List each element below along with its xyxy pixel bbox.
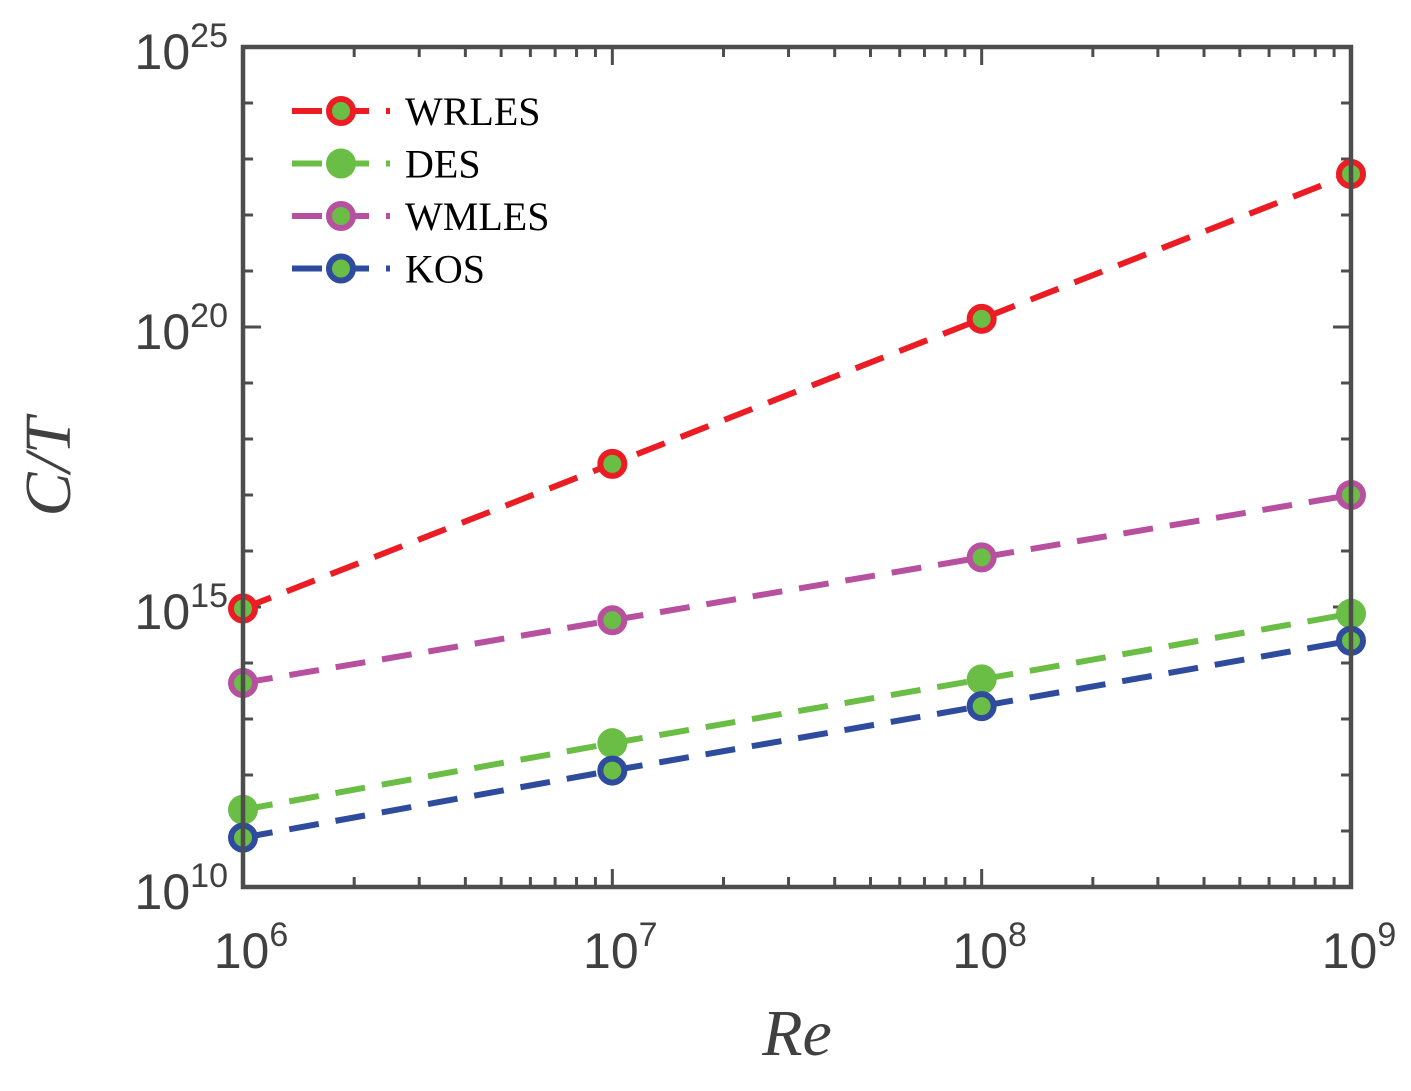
x-tick-label: 108	[952, 916, 1027, 979]
legend-label: KOS	[405, 247, 485, 292]
y-tick-label: 1010	[135, 857, 228, 920]
series-lines	[241, 171, 1353, 841]
legend-marker	[326, 253, 356, 284]
data-point-kos	[966, 691, 997, 722]
data-point-des	[597, 728, 628, 759]
y-tick-label: 1015	[135, 577, 228, 640]
data-point-kos	[597, 755, 628, 786]
x-tick-label: 106	[214, 916, 289, 979]
series-markers	[228, 158, 1366, 853]
data-point-wmles	[966, 542, 997, 573]
plot-frame	[240, 44, 1354, 890]
data-point-wmles	[597, 605, 628, 636]
x-tick-label: 109	[1322, 916, 1397, 979]
y-tick-labels: 1010 1015 1020 1025	[135, 17, 228, 920]
y-tick-label: 1025	[135, 17, 228, 80]
legend-label: WRLES	[405, 89, 541, 134]
data-point-des	[966, 664, 997, 695]
x-tick-labels: 106 107 108 109	[214, 916, 1397, 979]
y-tick-label: 1020	[135, 297, 228, 360]
legend-marker	[326, 201, 356, 231]
legend-label: WMLES	[405, 194, 549, 239]
legend-item-wrles: WRLES	[292, 89, 541, 134]
x-tick-label: 107	[583, 916, 658, 979]
legend-label: DES	[405, 142, 481, 187]
legend-item-des: DES	[292, 142, 481, 187]
legend-item-kos: KOS	[292, 247, 485, 292]
series-line-wrles	[241, 171, 1353, 612]
legend: WRLES DES WMLES KOS	[292, 89, 549, 292]
legend-item-wmles: WMLES	[292, 194, 549, 239]
data-point-wrles	[597, 448, 628, 479]
legend-marker	[326, 96, 356, 126]
x-axis-title: Re	[761, 997, 832, 1070]
data-point-wrles	[966, 303, 997, 334]
y-axis-title: C/T	[12, 413, 85, 516]
legend-marker	[326, 148, 356, 179]
